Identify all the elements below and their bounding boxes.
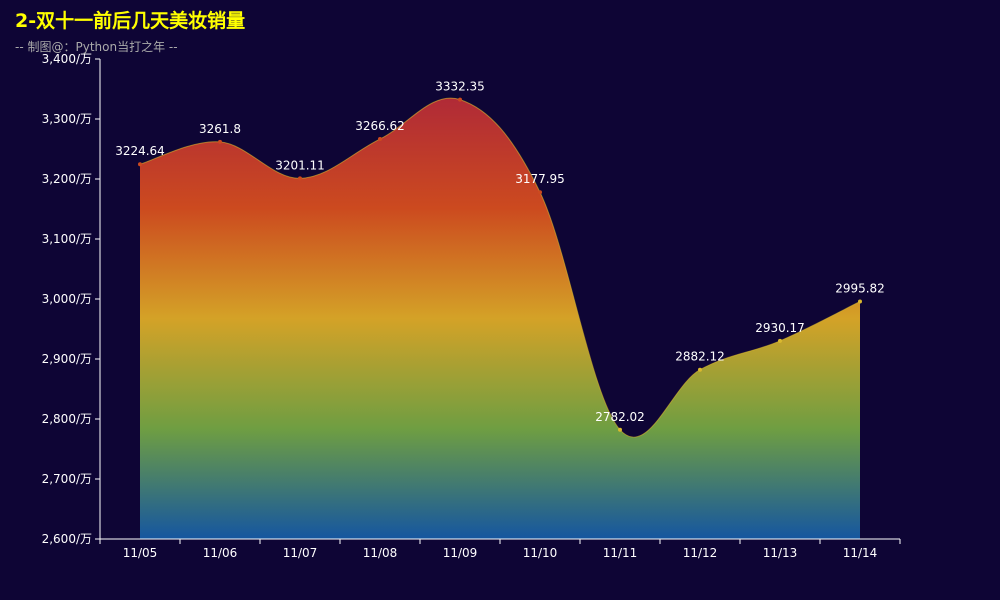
y-tick-label: 3,200/万 (42, 172, 92, 186)
y-tick-label: 3,300/万 (42, 112, 92, 126)
data-point[interactable] (538, 190, 542, 195)
data-label: 2882.12 (675, 350, 725, 364)
y-tick-label: 3,100/万 (42, 232, 92, 246)
x-tick-label: 11/09 (443, 546, 478, 560)
series-line (139, 97, 861, 438)
data-point[interactable] (218, 139, 222, 144)
y-tick-label: 2,800/万 (42, 412, 92, 426)
data-point[interactable] (858, 299, 862, 304)
data-point[interactable] (778, 338, 782, 343)
data-label: 3261.8 (199, 122, 241, 136)
data-label: 2782.02 (595, 410, 645, 424)
x-tick-label: 11/12 (683, 546, 718, 560)
data-point[interactable] (298, 176, 302, 181)
data-label: 3177.95 (515, 172, 565, 186)
x-tick-label: 11/06 (203, 546, 238, 560)
y-tick-label: 3,400/万 (42, 52, 92, 66)
chart-title: 2-双十一前后几天美妆销量 (15, 10, 246, 32)
data-point[interactable] (378, 137, 382, 142)
area-fill (140, 98, 860, 540)
data-label: 3224.64 (115, 144, 165, 158)
data-point[interactable] (458, 97, 462, 102)
chart-subtitle: -- 制图@：Python当打之年 -- (15, 40, 178, 54)
y-tick-label: 2,900/万 (42, 352, 92, 366)
data-point[interactable] (618, 427, 622, 432)
data-label: 3201.11 (275, 158, 325, 172)
y-tick-label: 2,700/万 (42, 472, 92, 486)
x-tick-label: 11/07 (283, 546, 318, 560)
x-tick-label: 11/08 (363, 546, 398, 560)
x-tick-label: 11/05 (123, 546, 158, 560)
data-point[interactable] (138, 162, 142, 167)
x-tick-label: 11/13 (763, 546, 798, 560)
x-tick-label: 11/14 (843, 546, 878, 560)
y-tick-label: 3,000/万 (42, 292, 92, 306)
y-tick-label: 2,600/万 (42, 532, 92, 546)
data-label: 3332.35 (435, 80, 485, 94)
data-point[interactable] (698, 367, 702, 372)
x-tick-label: 11/10 (523, 546, 558, 560)
data-label: 2995.82 (835, 282, 885, 296)
data-label: 3266.62 (355, 119, 405, 133)
x-tick-label: 11/11 (603, 546, 638, 560)
data-label: 2930.17 (755, 321, 805, 335)
